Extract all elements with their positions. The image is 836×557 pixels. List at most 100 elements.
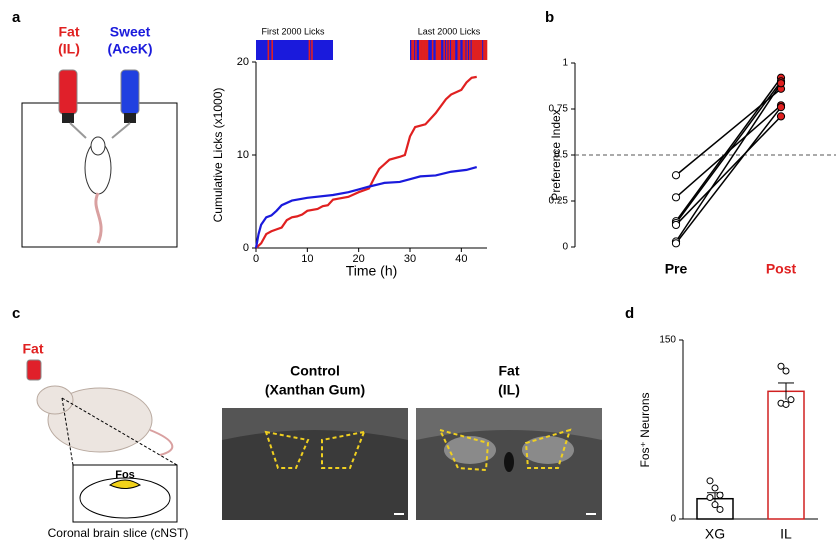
image-title: (IL): [498, 382, 520, 398]
raster-stripe: [308, 40, 311, 60]
raster-stripe: [458, 40, 461, 60]
data-point: [716, 491, 724, 499]
raster-stripe: [463, 40, 466, 60]
pair-line: [675, 115, 782, 226]
raster-stripe: [448, 40, 451, 60]
cage-illustration: [21, 69, 178, 248]
y-tick-label: 0.75: [549, 104, 569, 115]
y-tick-label: 0: [243, 242, 249, 254]
y-tick-label: 1: [562, 58, 568, 69]
y-tick-label: 150: [659, 335, 676, 346]
raster-label: Last 2000 Licks: [418, 26, 481, 36]
raster-stripe: [424, 40, 426, 60]
raster-stripe: [466, 40, 469, 60]
data-point: [776, 79, 786, 88]
raster-stripe: [475, 40, 478, 60]
raster-stripe: [420, 40, 422, 60]
raster-stripe: [439, 40, 442, 60]
y-tick-label: 20: [237, 56, 249, 68]
raster-stripe: [421, 40, 424, 60]
raster-stripe: [267, 40, 270, 60]
data-point: [787, 396, 795, 404]
raster-stripe: [472, 40, 475, 60]
data-point: [716, 505, 724, 513]
raster-stripe: [445, 40, 448, 60]
x-tick-label: 0: [253, 253, 259, 265]
raster-stripe: [452, 40, 454, 60]
raster-stripe: [451, 40, 453, 60]
fat-label: (IL): [58, 41, 80, 57]
data-point: [706, 494, 714, 502]
y-axis-label: Fos⁺ Neurons: [638, 392, 652, 467]
pair-line: [675, 82, 782, 242]
panel-letter: a: [12, 9, 21, 26]
raster-stripe: [462, 40, 465, 60]
raster-label: First 2000 Licks: [261, 26, 325, 36]
fat-label: Fat: [59, 24, 80, 40]
raster-stripe: [415, 40, 417, 60]
raster-stripe: [469, 40, 471, 60]
raster-stripe: [422, 40, 425, 60]
lick-raster: [256, 40, 488, 60]
data-point: [671, 239, 681, 248]
raster-stripe: [418, 40, 421, 60]
x-tick-label: IL: [780, 526, 792, 542]
data-point: [671, 171, 681, 180]
raster-stripe: [484, 40, 487, 60]
raster-stripe: [453, 40, 456, 60]
x-tick-label: Pre: [665, 261, 688, 277]
raster-stripe: [425, 40, 427, 60]
pair-line: [675, 106, 782, 244]
raster-stripe: [271, 40, 273, 60]
raster-stripe: [480, 40, 483, 60]
mouse-illustration: [26, 359, 178, 523]
pair-line: [675, 77, 782, 222]
image-title: (Xanthan Gum): [265, 382, 365, 398]
x-axis-label: Time (h): [346, 263, 398, 279]
raster-stripe: [474, 40, 476, 60]
slice-label: Coronal brain slice (cNST): [48, 526, 189, 540]
micrograph: [416, 408, 602, 520]
y-tick-label: 0: [670, 514, 676, 525]
raster-stripe: [485, 40, 488, 60]
image-title: Control: [290, 363, 340, 379]
panel-letter: c: [12, 305, 20, 322]
x-tick-label: 20: [353, 253, 365, 265]
fos-label: Fos: [115, 469, 135, 481]
y-axis-label: Preference Index: [549, 109, 563, 200]
sweet-label: (AceK): [107, 41, 152, 57]
x-tick-label: 30: [404, 253, 416, 265]
sweet-label: Sweet: [110, 24, 151, 40]
raster-stripe: [483, 40, 485, 60]
data-point: [782, 400, 790, 408]
raster-stripe: [436, 40, 439, 60]
panel-letter: d: [625, 305, 634, 322]
raster-bg: [256, 40, 333, 60]
fat-label: Fat: [23, 341, 44, 357]
micrograph: [222, 408, 408, 520]
data-line: [255, 75, 477, 249]
raster-stripe: [435, 40, 438, 60]
x-tick-label: 10: [301, 253, 313, 265]
data-point: [776, 103, 786, 112]
x-tick-label: Post: [766, 261, 797, 277]
raster-stripe: [426, 40, 429, 60]
raster-stripe: [311, 40, 313, 60]
raster-stripe: [431, 40, 434, 60]
data-point: [706, 477, 714, 485]
data-point: [777, 362, 785, 370]
pair-line: [675, 88, 782, 176]
data-point: [711, 484, 719, 492]
data-point: [776, 112, 786, 121]
x-tick-label: 40: [455, 253, 467, 265]
raster-stripe: [438, 40, 440, 60]
bar: [767, 390, 805, 520]
raster-stripe: [479, 40, 481, 60]
data-point: [671, 193, 681, 202]
y-tick-label: 0: [562, 242, 568, 253]
raster-stripe: [411, 40, 413, 60]
raster-stripe: [478, 40, 480, 60]
data-point: [671, 220, 681, 230]
panel-letter: b: [545, 9, 554, 26]
